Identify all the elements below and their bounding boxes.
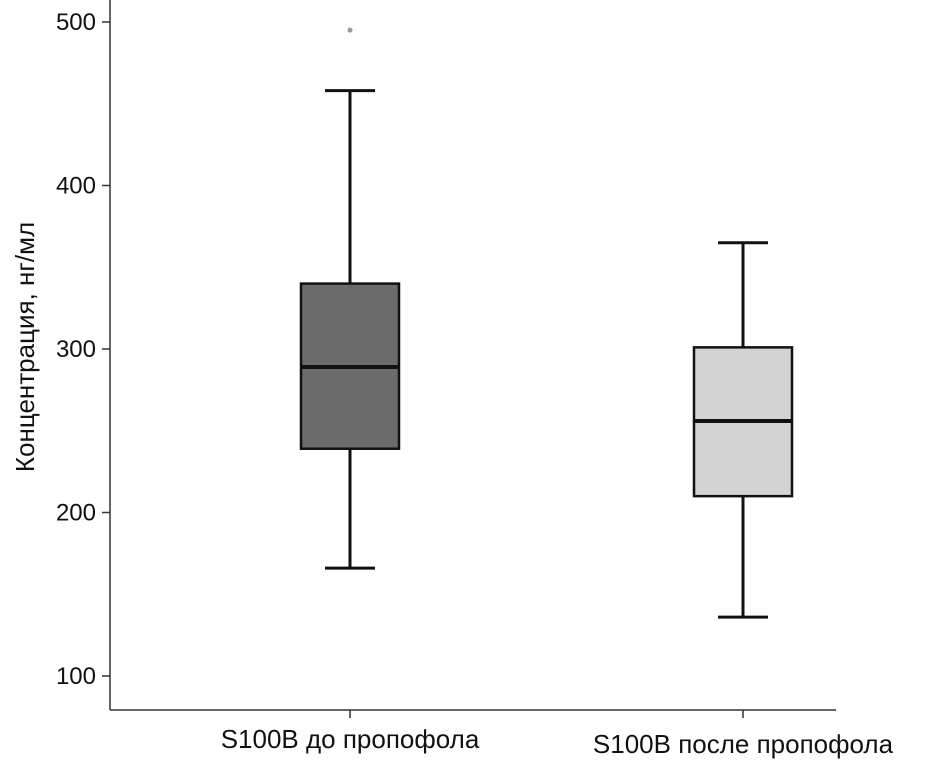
labels: Концентрация, нг/мл 100 200 300 400 500 S100B… [10, 9, 894, 759]
y-tick-label: 500 [56, 9, 96, 36]
box-group [299, 27, 401, 570]
y-tick-label: 300 [56, 336, 96, 363]
outlier-point [347, 27, 353, 33]
x-category-label: S100B после пропофола [593, 729, 894, 759]
box-group [692, 241, 794, 619]
axes [102, 0, 836, 718]
y-tick-label: 400 [56, 173, 96, 200]
x-category-label: S100B до пропофола [221, 724, 480, 754]
y-tick-label: 200 [56, 500, 96, 527]
boxes [299, 27, 794, 619]
y-tick-label: 100 [56, 663, 96, 690]
y-axis-title: Концентрация, нг/мл [10, 222, 40, 472]
